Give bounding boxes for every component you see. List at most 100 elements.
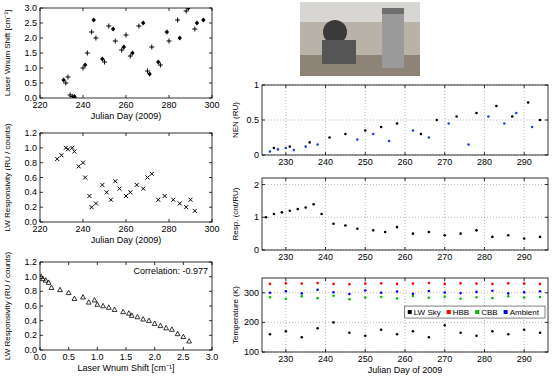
point <box>112 307 117 311</box>
point <box>289 145 292 148</box>
tick-label: 3.0 <box>206 352 219 362</box>
tick-label: 1.2 <box>24 128 37 138</box>
legend-swatch <box>447 310 451 314</box>
point <box>141 20 145 25</box>
tick <box>40 23 43 24</box>
point <box>475 291 478 294</box>
grid-line <box>365 178 366 250</box>
point <box>124 33 129 38</box>
tick <box>126 8 127 11</box>
point <box>475 296 478 299</box>
tick <box>365 152 366 155</box>
legend-label: Ambient <box>510 308 540 317</box>
point <box>92 17 96 22</box>
tick <box>83 133 84 136</box>
axis-title: LW Responsivity (RU / counts) <box>3 123 12 232</box>
grid-line <box>444 178 445 250</box>
tick <box>40 335 43 336</box>
point <box>356 227 359 230</box>
point <box>147 71 151 76</box>
tick <box>40 320 43 321</box>
point <box>95 302 100 306</box>
tick <box>183 262 184 265</box>
point <box>111 26 115 31</box>
tick <box>365 85 366 88</box>
annotation: Correlation: -0.977 <box>133 266 208 276</box>
tick <box>209 320 212 321</box>
point <box>348 293 351 296</box>
tick-label: 260 <box>397 157 412 167</box>
grid-line <box>262 120 548 121</box>
tick <box>40 177 43 178</box>
tick <box>154 347 155 350</box>
point <box>316 289 319 292</box>
point <box>265 216 268 219</box>
point <box>428 290 431 293</box>
photo-cylinder-top <box>382 8 404 14</box>
tick <box>209 306 212 307</box>
point <box>380 329 383 332</box>
points <box>265 203 542 240</box>
point <box>459 297 462 300</box>
tick-label: 260 <box>118 224 133 234</box>
point <box>523 291 526 294</box>
photo-stand <box>322 40 356 64</box>
point <box>364 282 367 285</box>
point <box>396 226 399 229</box>
tick-label: 0.4 <box>24 316 37 326</box>
tick-label: 300 <box>204 100 219 110</box>
point <box>320 213 323 216</box>
point <box>70 146 74 150</box>
point <box>332 294 335 297</box>
axis-title: Julian Day (2009) <box>91 235 162 245</box>
point <box>146 176 150 180</box>
point <box>523 296 526 299</box>
tick <box>209 335 212 336</box>
tick <box>365 247 366 250</box>
tick <box>126 95 127 98</box>
tick-label: 0.0 <box>24 345 37 355</box>
tick-label: 300 <box>244 288 259 298</box>
tick <box>40 68 43 69</box>
point <box>344 224 347 227</box>
point <box>113 39 118 44</box>
legend-label: LW Sky <box>414 308 441 317</box>
frame <box>40 133 212 222</box>
tick-label: 0.6 <box>24 173 37 183</box>
tick-label: 280 <box>477 157 492 167</box>
tick-label: 230 <box>278 157 293 167</box>
point <box>527 101 530 104</box>
tick <box>484 278 485 281</box>
frame <box>40 8 212 98</box>
tick-label: 0.5 <box>62 352 75 362</box>
tick <box>444 85 445 88</box>
legend-label: HBB <box>453 308 469 317</box>
tick-label: 260 <box>118 100 133 110</box>
point <box>152 321 157 325</box>
tick <box>545 292 548 293</box>
point <box>332 321 335 324</box>
legend-swatch <box>475 310 479 314</box>
tick <box>40 306 43 307</box>
tick-label: 230 <box>278 354 293 364</box>
point <box>156 59 160 64</box>
axis-title: Laser Wnum Shift [cm⁻¹] <box>3 10 12 97</box>
point <box>58 287 63 291</box>
point <box>101 303 106 307</box>
legend-label: CBB <box>481 308 497 317</box>
point <box>507 292 510 295</box>
grid-line <box>325 278 326 352</box>
tick <box>40 147 43 148</box>
point <box>136 24 141 29</box>
point <box>487 115 490 118</box>
grid-line <box>484 178 485 250</box>
point <box>491 289 494 292</box>
tick <box>40 83 43 84</box>
point <box>507 295 510 298</box>
point <box>428 297 431 300</box>
point <box>178 201 182 205</box>
point <box>348 331 351 334</box>
point <box>539 290 542 293</box>
tick-label: 1.0 <box>24 143 37 153</box>
legend-swatch <box>408 310 412 314</box>
